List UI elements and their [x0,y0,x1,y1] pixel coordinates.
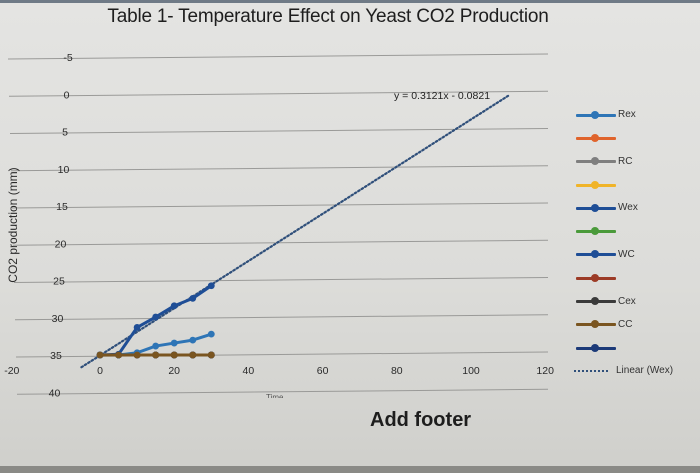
legend-item[interactable]: WC [576,243,696,266]
legend-item[interactable] [576,336,696,359]
y-tick-label: 35 [50,350,62,362]
data-point-marker [207,282,215,290]
window-top-border [0,0,700,3]
trendline-linear-wex [80,94,510,369]
x-tick-label: 100 [462,365,480,377]
legend-item[interactable]: Cex [576,289,696,312]
window-bottom-border [0,466,700,473]
line-marker-icon [576,157,616,166]
legend-item[interactable]: Linear (Wex) [568,359,696,382]
add-footer-placeholder[interactable]: Add footer [370,409,472,431]
y-tick-label: 10 [58,164,70,176]
data-point-marker [152,342,160,350]
y-tick-label: 20 [55,238,67,250]
legend-item[interactable] [576,266,696,289]
gridline [15,351,549,358]
data-point-marker [189,351,197,359]
y-tick-label: 25 [53,276,65,288]
data-point-marker [133,324,141,331]
x-tick-label: 20 [168,365,180,377]
x-tick-label: 40 [243,365,255,377]
series-cc[interactable] [96,351,215,359]
line-marker-icon [576,320,616,329]
data-point-marker [170,351,178,359]
data-point-marker [207,351,215,359]
y-axis-tick-labels: 40 35 30 25 20 15 10 5 0 -5 [49,52,73,399]
line-marker-icon [576,343,616,352]
line-marker-icon [576,250,616,259]
data-point-marker [96,351,104,359]
legend: Rex RC Wex WC Cex CC Linear (Wex) [574,103,696,383]
data-series [96,282,215,359]
x-tick-label: 0 [97,365,103,377]
x-axis-label: Time [266,393,284,398]
legend-item[interactable] [576,126,696,149]
x-tick-label: 60 [317,365,329,377]
y-tick-label: 40 [49,387,61,399]
data-point-marker [170,302,178,310]
dotted-line-icon [574,369,608,372]
gridline [13,277,549,283]
y-tick-label: 0 [64,89,70,101]
chart-title: Table 1- Temperature Effect on Yeast CO2… [107,6,549,27]
legend-label: Rex [618,109,636,121]
line-marker-icon [576,273,616,282]
gridline [10,165,549,172]
gridline [11,202,549,209]
line-marker-icon [576,180,616,189]
legend-label: WC [618,248,635,260]
data-point-marker [152,351,160,359]
legend-label: Wex [618,202,638,214]
data-point-marker [189,294,197,302]
y-tick-label: 5 [62,127,68,139]
gridline [12,239,549,246]
x-axis-tick-labels: -20 0 20 40 60 80 100 120 [4,365,554,377]
gridline [8,90,549,97]
x-tick-label: -20 [4,365,19,377]
line-marker-icon [576,227,616,236]
line-marker-icon [576,110,616,119]
data-point-marker [133,351,141,359]
legend-item[interactable]: Rex [576,103,696,126]
data-point-marker [115,351,122,359]
y-axis-label: CO2 production (mm) [6,167,20,283]
y-tick-label: 30 [52,313,64,325]
legend-item[interactable] [576,173,696,196]
data-point-marker [207,330,215,338]
line-marker-icon [576,133,616,142]
line-marker-icon [576,203,616,212]
legend-item[interactable]: CC [576,313,696,336]
gridlines [7,53,549,395]
line-marker-icon [576,297,616,306]
legend-label: RC [618,155,633,167]
gridline [9,128,549,134]
legend-label: Cex [618,295,636,307]
x-tick-label: 120 [536,365,554,377]
gridline [7,53,549,60]
legend-label: CC [618,318,633,330]
trendline-equation: y = 0.3121x - 0.0821 [394,90,491,102]
data-point-marker [152,313,160,321]
y-tick-label: -5 [63,52,72,64]
y-tick-label: 15 [56,201,68,213]
legend-item[interactable] [576,219,696,242]
legend-label: Linear (Wex) [616,365,674,377]
gridline [16,388,549,395]
x-tick-label: 80 [391,365,403,377]
legend-item[interactable]: RC [576,150,696,173]
data-point-marker [170,339,178,347]
legend-item[interactable]: Wex [576,196,696,219]
data-point-marker [189,336,197,344]
gridline [14,314,549,321]
